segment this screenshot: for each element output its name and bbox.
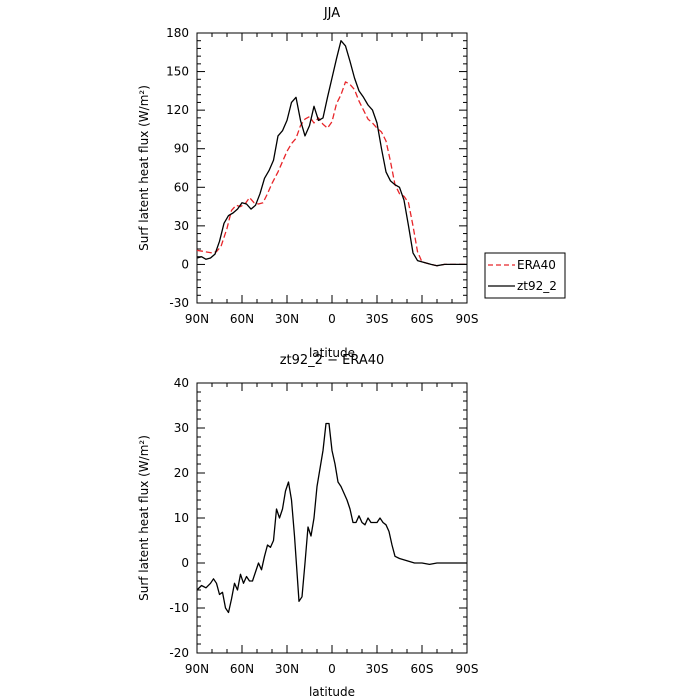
bottom-y-tick-label: -20	[169, 646, 189, 660]
top-x-tick-label: 60S	[411, 312, 434, 326]
bottom-x-tick-label: 30N	[275, 662, 299, 676]
legend: ERA40 zt92_2	[484, 252, 566, 299]
top-chart-title: JJA	[323, 6, 340, 21]
bottom-y-tick-label: 40	[174, 376, 189, 390]
legend-box	[484, 252, 566, 299]
top-y-tick-label: 90	[174, 142, 189, 156]
top-y-tick-label: 120	[166, 103, 189, 117]
top-x-axis-label: latitude	[309, 346, 355, 360]
top-x-tick-label: 60N	[230, 312, 254, 326]
top-series-line-zt92-2	[196, 40, 467, 267]
top-x-tick-label: 30S	[366, 312, 389, 326]
bottom-x-tick-label: 90S	[456, 662, 479, 676]
bottom-x-tick-label: 0	[328, 662, 336, 676]
top-y-tick-label: 30	[174, 219, 189, 233]
bottom-panel: zt92_2 − ERA40 latitude Surf latent heat…	[137, 353, 478, 699]
legend-label-zt92: zt92_2	[517, 279, 557, 293]
legend-label-era40: ERA40	[517, 258, 556, 272]
top-series-line-era40	[196, 81, 467, 267]
bottom-y-axis-label: Surf latent heat flux (W/m²)	[137, 435, 151, 601]
top-x-tick-label: 90S	[456, 312, 479, 326]
top-y-tick-label: 60	[174, 180, 189, 194]
bottom-plot-frame	[196, 382, 468, 654]
bottom-y-tick-label: 10	[174, 511, 189, 525]
bottom-x-tick-label: 60S	[411, 662, 434, 676]
top-y-tick-label: -30	[169, 296, 189, 310]
top-y-tick-label: 150	[166, 65, 189, 79]
bottom-y-tick-label: -10	[169, 601, 189, 615]
top-y-axis-label: Surf latent heat flux (W/m²)	[137, 85, 151, 251]
bottom-x-tick-label: 30S	[366, 662, 389, 676]
bottom-y-tick-label: 30	[174, 421, 189, 435]
top-panel: JJA latitude Surf latent heat flux (W/m²…	[137, 6, 478, 360]
bottom-series-line-diff-0	[196, 422, 467, 614]
top-y-tick-label: 180	[166, 26, 189, 40]
bottom-y-tick-label: 20	[174, 466, 189, 480]
top-x-tick-label: 0	[328, 312, 336, 326]
top-y-tick-label: 0	[181, 257, 189, 271]
bottom-chart-title: zt92_2 − ERA40	[280, 353, 385, 368]
bottom-x-tick-label: 90N	[185, 662, 209, 676]
bottom-x-axis-label: latitude	[309, 685, 355, 699]
top-x-tick-label: 90N	[185, 312, 209, 326]
top-x-tick-label: 30N	[275, 312, 299, 326]
bottom-x-tick-label: 60N	[230, 662, 254, 676]
bottom-y-tick-label: 0	[181, 556, 189, 570]
